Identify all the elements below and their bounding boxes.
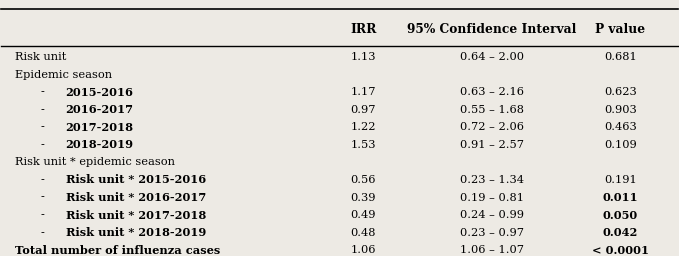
Text: 0.463: 0.463 (604, 122, 636, 132)
Text: 0.050: 0.050 (602, 210, 638, 221)
Text: 95% Confidence Interval: 95% Confidence Interval (407, 23, 576, 36)
Text: 1.53: 1.53 (350, 140, 376, 150)
Text: Risk unit * 2018-2019: Risk unit * 2018-2019 (66, 227, 206, 238)
Text: 0.55 – 1.68: 0.55 – 1.68 (460, 105, 524, 115)
Text: -: - (41, 105, 45, 115)
Text: Risk unit * 2017-2018: Risk unit * 2017-2018 (66, 210, 206, 221)
Text: -: - (41, 175, 45, 185)
Text: 0.23 – 0.97: 0.23 – 0.97 (460, 228, 524, 238)
Text: 0.63 – 2.16: 0.63 – 2.16 (460, 87, 524, 97)
Text: 2015-2016: 2015-2016 (66, 87, 134, 98)
Text: Epidemic season: Epidemic season (15, 70, 112, 80)
Text: 0.64 – 2.00: 0.64 – 2.00 (460, 52, 524, 62)
Text: 0.56: 0.56 (350, 175, 376, 185)
Text: 0.23 – 1.34: 0.23 – 1.34 (460, 175, 524, 185)
Text: -: - (41, 140, 45, 150)
Text: 0.109: 0.109 (604, 140, 636, 150)
Text: -: - (41, 193, 45, 202)
Text: 1.17: 1.17 (350, 87, 376, 97)
Text: 1.06: 1.06 (350, 245, 376, 255)
Text: < 0.0001: < 0.0001 (591, 245, 648, 255)
Text: 0.91 – 2.57: 0.91 – 2.57 (460, 140, 524, 150)
Text: -: - (41, 87, 45, 97)
Text: 1.13: 1.13 (350, 52, 376, 62)
Text: Risk unit * 2016-2017: Risk unit * 2016-2017 (66, 192, 206, 203)
Text: 1.06 – 1.07: 1.06 – 1.07 (460, 245, 524, 255)
Text: 2016-2017: 2016-2017 (66, 104, 134, 115)
Text: IRR: IRR (350, 23, 376, 36)
Text: 0.19 – 0.81: 0.19 – 0.81 (460, 193, 524, 202)
Text: 0.72 – 2.06: 0.72 – 2.06 (460, 122, 524, 132)
Text: 2017-2018: 2017-2018 (66, 122, 134, 133)
Text: P value: P value (595, 23, 645, 36)
Text: 0.39: 0.39 (350, 193, 376, 202)
Text: -: - (41, 210, 45, 220)
Text: 0.681: 0.681 (604, 52, 636, 62)
Text: -: - (41, 122, 45, 132)
Text: Risk unit * 2015-2016: Risk unit * 2015-2016 (66, 175, 206, 186)
Text: Total number of influenza cases: Total number of influenza cases (15, 245, 220, 255)
Text: 0.48: 0.48 (350, 228, 376, 238)
Text: 0.623: 0.623 (604, 87, 636, 97)
Text: Risk unit: Risk unit (15, 52, 67, 62)
Text: 0.191: 0.191 (604, 175, 636, 185)
Text: 0.903: 0.903 (604, 105, 636, 115)
Text: -: - (41, 228, 45, 238)
Text: 0.042: 0.042 (602, 227, 638, 238)
Text: 2018-2019: 2018-2019 (66, 140, 134, 151)
Text: 0.97: 0.97 (350, 105, 376, 115)
Text: 0.011: 0.011 (602, 192, 638, 203)
Text: 0.49: 0.49 (350, 210, 376, 220)
Text: 1.22: 1.22 (350, 122, 376, 132)
Text: Risk unit * epidemic season: Risk unit * epidemic season (15, 157, 175, 167)
Text: 0.24 – 0.99: 0.24 – 0.99 (460, 210, 524, 220)
